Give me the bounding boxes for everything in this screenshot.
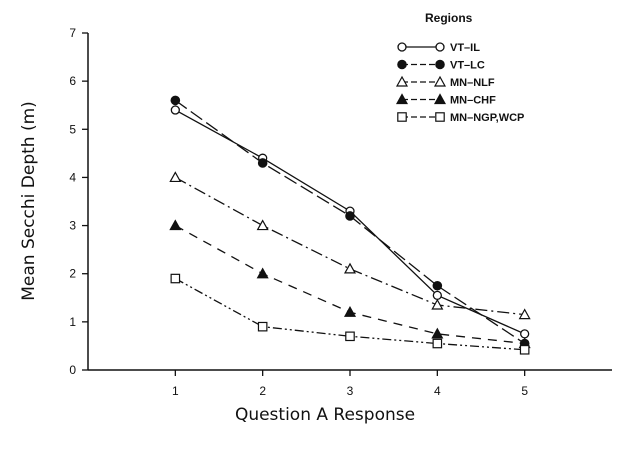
- y-tick-label: 4: [69, 170, 76, 184]
- data-point: [170, 95, 181, 106]
- series-line: [175, 225, 525, 345]
- data-point: [256, 219, 269, 231]
- data-point: [431, 327, 444, 339]
- legend-label: MN–NGP,WCP: [450, 112, 524, 124]
- legend-title: Regions: [425, 11, 473, 25]
- legend: Regions VT–IL VT–LC MN–NLF MN–CHF MN–NGP,WCP: [395, 11, 524, 124]
- series-group: [170, 105, 530, 339]
- y-tick-label: 6: [69, 74, 76, 88]
- legend-label: MN–NLF: [450, 77, 495, 89]
- x-tick-label: 3: [347, 384, 354, 398]
- data-point: [343, 305, 357, 317]
- legend-marker-start: [395, 93, 409, 105]
- x-axis-title: Question A Response: [235, 405, 415, 425]
- data-point: [345, 331, 355, 342]
- legend-marker-end: [433, 75, 447, 87]
- series-line: [175, 109, 525, 335]
- legend-label: VT–IL: [450, 42, 480, 54]
- legend-marker-start: [395, 75, 409, 87]
- data-point: [520, 329, 530, 339]
- data-point: [519, 344, 530, 355]
- legend-marker-start: [397, 112, 407, 122]
- legend-label: VT–LC: [450, 60, 485, 72]
- data-point: [170, 105, 180, 115]
- series-line: [175, 277, 525, 351]
- data-point: [169, 171, 182, 183]
- y-tick-label: 1: [69, 315, 76, 329]
- data-point: [432, 338, 443, 349]
- data-point: [256, 267, 269, 279]
- data-point: [432, 290, 442, 301]
- legend-marker-end: [433, 93, 447, 105]
- y-tick-label: 7: [69, 26, 76, 40]
- legend-marker-start: [397, 59, 407, 70]
- y-tick-label: 0: [69, 363, 76, 377]
- data-point: [518, 308, 531, 320]
- legend-item: MN–NGP,WCP: [397, 112, 524, 124]
- data-point: [170, 273, 181, 284]
- legend-marker-end: [435, 59, 445, 70]
- data-point: [343, 262, 357, 274]
- legend-items: VT–IL VT–LC MN–NLF MN–CHF MN–NGP,WCP: [395, 42, 524, 124]
- legend-marker-end: [435, 42, 445, 52]
- x-tick-label: 5: [521, 384, 528, 398]
- legend-item: MN–NLF: [395, 75, 495, 89]
- series-line: [175, 176, 525, 316]
- x-tick-label: 1: [172, 384, 179, 398]
- legend-marker-end: [435, 112, 445, 122]
- data-point: [257, 158, 268, 168]
- data-point: [432, 280, 443, 291]
- data-point: [345, 211, 355, 221]
- series-group: [170, 273, 530, 355]
- legend-label: MN–CHF: [450, 95, 496, 107]
- data-point: [169, 219, 182, 231]
- legend-item: VT–LC: [397, 59, 485, 72]
- legend-item: VT–IL: [397, 42, 480, 54]
- series-group: [169, 171, 531, 320]
- y-tick-label: 3: [69, 219, 76, 233]
- y-tick-label: 2: [69, 267, 76, 281]
- x-axis-ticks: 1 2 3 4 5: [172, 370, 528, 398]
- legend-item: MN–CHF: [395, 93, 496, 107]
- x-tick-label: 2: [259, 384, 266, 398]
- y-tick-label: 5: [69, 122, 76, 136]
- series-group: [169, 219, 531, 349]
- data-point: [431, 298, 444, 310]
- series-layer: [169, 95, 531, 355]
- data-point: [257, 321, 268, 332]
- x-tick-label: 4: [434, 384, 441, 398]
- y-axis-title: Mean Secchi Depth (m): [19, 101, 39, 301]
- y-axis-ticks: 0 1 2 3 4 5 6 7: [69, 26, 88, 377]
- legend-marker-start: [397, 42, 407, 52]
